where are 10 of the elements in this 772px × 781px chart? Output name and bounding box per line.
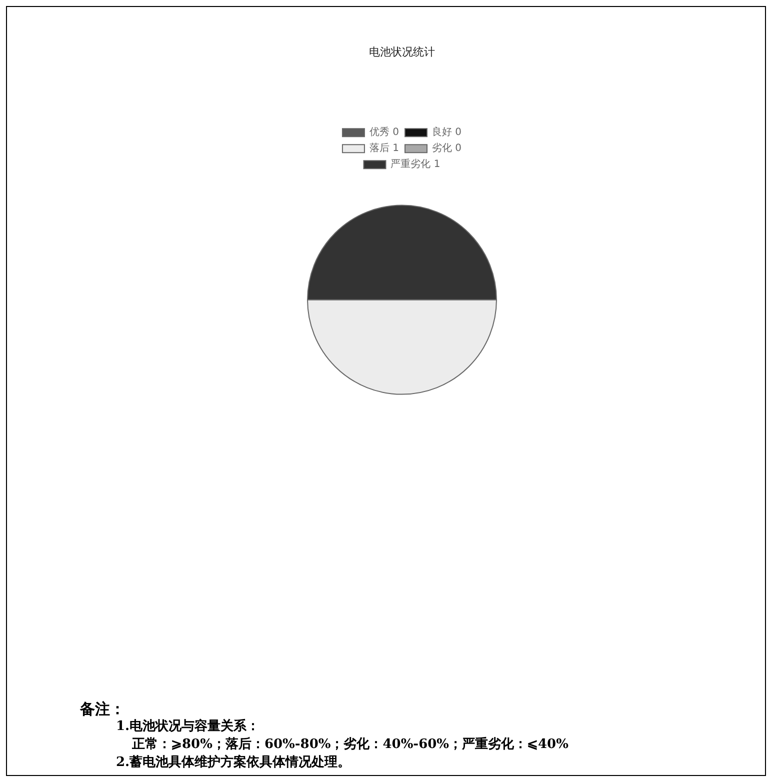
legend-label: 落后 1 bbox=[369, 142, 400, 154]
legend-label: 严重劣化 1 bbox=[390, 158, 440, 170]
legend-label: 良好 0 bbox=[432, 126, 462, 138]
text: 正常：⩾80%；落后：60%-80%；劣化：40%-60%；严重劣化：⩽40% bbox=[131, 736, 568, 754]
legend-label: 优秀 0 bbox=[369, 126, 400, 138]
legend-label: 劣化 0 bbox=[432, 142, 462, 154]
text: 备注： bbox=[80, 700, 126, 718]
text: 2.蓄电池具体维护方案依具体情况处理。 bbox=[115, 754, 352, 772]
chart-title: 电池状况统计 bbox=[369, 45, 435, 58]
text: 1.电池状况与容量关系： bbox=[115, 718, 261, 736]
